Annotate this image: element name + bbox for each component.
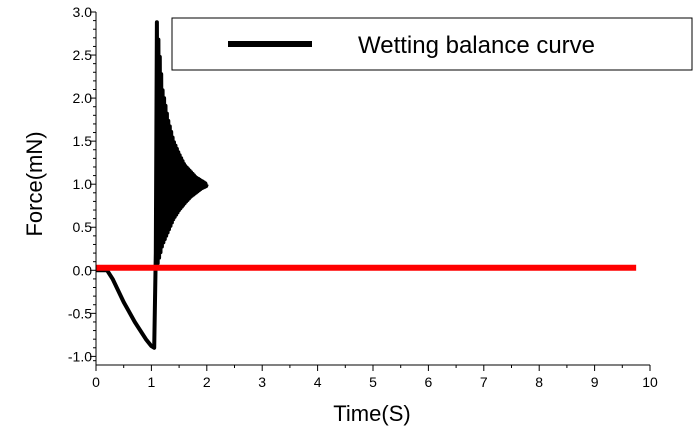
y-tick-label: 1.5 <box>73 133 93 149</box>
x-tick-label: 5 <box>369 374 377 390</box>
y-tick-label: 3.0 <box>73 4 93 20</box>
x-tick-label: 9 <box>591 374 599 390</box>
x-tick-label: 3 <box>258 374 266 390</box>
legend-label-wetting-balance-curve: Wetting balance curve <box>358 32 595 59</box>
x-axis-title: Time(S) <box>333 401 410 426</box>
y-tick-label: 2.5 <box>73 47 93 63</box>
plot-area <box>96 20 637 350</box>
x-tick-label: 1 <box>148 374 156 390</box>
y-tick-label: 0.0 <box>73 262 93 278</box>
x-tick-label: 7 <box>480 374 488 390</box>
y-axis-title: Force(mN) <box>22 131 47 236</box>
y-tick-label: 0.5 <box>73 219 93 235</box>
axes: -1.0 -0.5 0.0 0.5 1.0 1.5 2.0 2.5 3.0 0 1 2 3 4 5 6 7 8 9 1… <box>68 4 658 390</box>
y-tick-label: -1.0 <box>68 348 92 364</box>
x-tick-label: 4 <box>314 374 322 390</box>
y-tick-label: -0.5 <box>68 305 92 321</box>
x-tick-label: 8 <box>535 374 543 390</box>
y-tick-label: 2.0 <box>73 90 93 106</box>
series-line-wetting-balance-curve <box>96 20 209 350</box>
legend: Wetting balance curve <box>171 17 693 71</box>
x-tick-label: 0 <box>92 374 100 390</box>
x-tick-label: 6 <box>425 374 433 390</box>
x-tick-label: 2 <box>203 374 211 390</box>
x-tick-label: 10 <box>642 374 658 390</box>
y-tick-label: 1.0 <box>73 176 93 192</box>
